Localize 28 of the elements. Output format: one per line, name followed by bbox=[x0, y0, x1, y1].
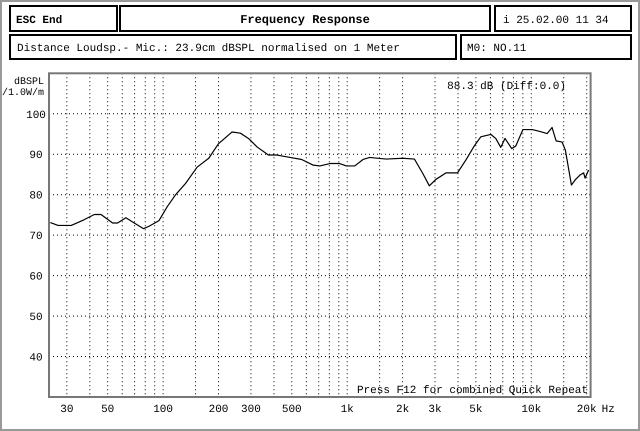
annotation: Press F12 for combined Quick Repeat bbox=[356, 385, 588, 397]
y-tick-label: 80 bbox=[29, 190, 43, 203]
x-tick-label: 5k bbox=[469, 404, 483, 416]
x-tick-label: 2k bbox=[396, 404, 410, 416]
x-tick-label: 10k bbox=[521, 404, 542, 416]
chart-subtitle: Distance Loudsp.- Mic.: 23.9cm dBSPL normalised on 1 Meter bbox=[17, 43, 400, 55]
y-axis-title: dBSPL /1.0W/m bbox=[2, 76, 44, 99]
y-tick-label: 100 bbox=[26, 110, 46, 122]
x-axis-title: Hz bbox=[602, 404, 615, 416]
x-tick-label: 30 bbox=[60, 404, 74, 416]
annotation: 88.3 dB (Diff:0.0) bbox=[447, 81, 566, 93]
y-tick-label: 90 bbox=[29, 150, 43, 162]
x-tick-label: 1k bbox=[340, 404, 354, 416]
x-tick-label: 500 bbox=[282, 404, 302, 416]
y-tick-label: 60 bbox=[29, 272, 43, 284]
y-tick-label: 40 bbox=[29, 352, 43, 365]
x-tick-label: 100 bbox=[153, 404, 174, 416]
chart-title: Frequency Response bbox=[240, 13, 370, 27]
x-tick-label: 3k bbox=[428, 404, 442, 416]
x-tick-label: 300 bbox=[241, 404, 261, 416]
x-tick-label: 50 bbox=[101, 404, 114, 416]
y-tick-label: 50 bbox=[29, 312, 43, 324]
y-tick-label: 70 bbox=[29, 231, 43, 244]
text: M0: NO.11 bbox=[467, 43, 527, 55]
text: i 25.02.00 11 34 bbox=[503, 15, 610, 27]
x-tick-label: 200 bbox=[208, 404, 228, 416]
x-tick-label: 20k bbox=[576, 404, 597, 416]
text: ESC End bbox=[16, 15, 62, 27]
